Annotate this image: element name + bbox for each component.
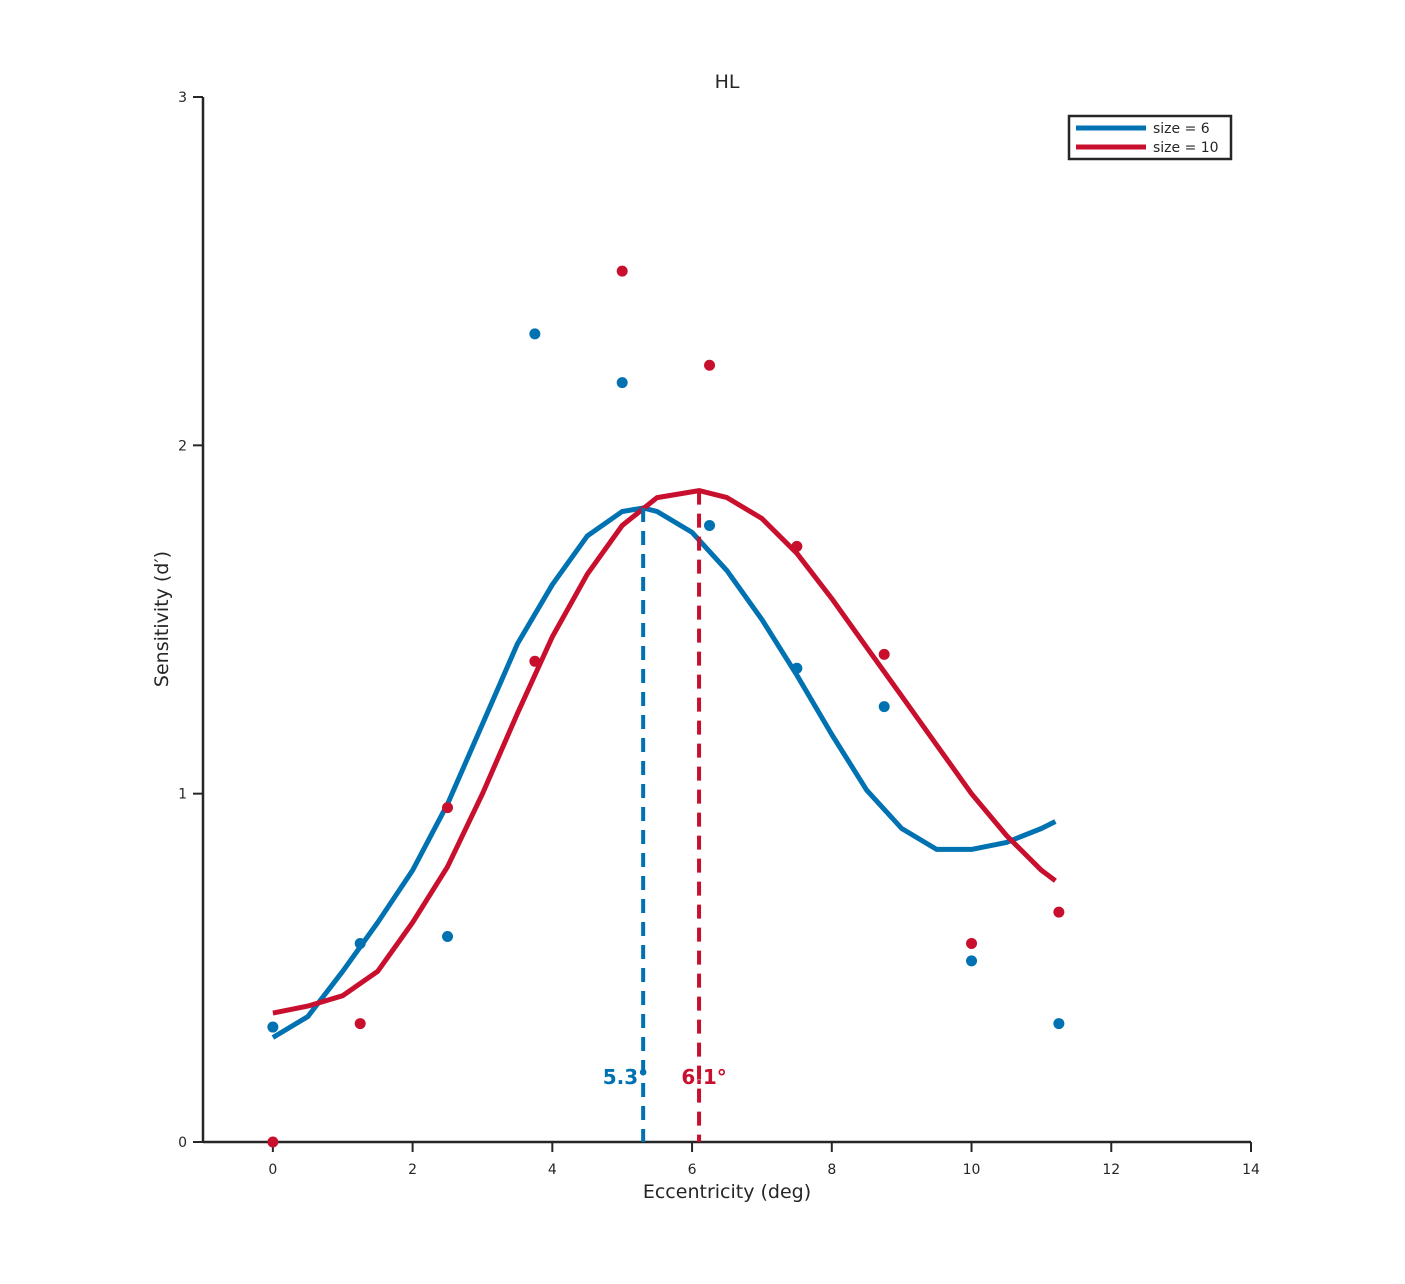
data-point-series-2 (354, 1018, 366, 1030)
data-point-series-2 (442, 802, 454, 814)
peak-label-series-2: 6.1° (681, 1065, 726, 1089)
x-tick-label: 6 (688, 1162, 697, 1178)
x-tick-label: 8 (827, 1162, 836, 1178)
fit-lines (271, 488, 1057, 1040)
y-tick-label: 2 (178, 438, 187, 454)
data-point-series-1 (267, 1021, 279, 1033)
data-point-series-1 (529, 328, 541, 340)
data-point-series-1 (966, 955, 978, 967)
legend-box (1067, 114, 1233, 161)
data-point-series-2 (878, 648, 890, 660)
data-point-series-1 (704, 519, 716, 531)
data-point-series-2 (704, 359, 716, 371)
data-point-series-2 (616, 265, 628, 277)
legend-label-series-1: size = 6 (1153, 121, 1210, 137)
data-point-series-2 (1053, 906, 1065, 918)
data-point-series-1 (1053, 1018, 1065, 1030)
x-tick-label: 14 (1242, 1162, 1260, 1178)
data-point-series-1 (354, 937, 366, 949)
legend: size = 6 size = 10 (1067, 114, 1233, 161)
data-point-series-1 (791, 662, 803, 674)
data-point-series-2 (529, 655, 541, 667)
y-tick-label: 1 (178, 787, 187, 803)
data-points (267, 265, 1065, 1148)
x-tick-label: 4 (548, 1162, 557, 1178)
y-tick-label: 3 (178, 90, 187, 106)
legend-label-series-2: size = 10 (1153, 140, 1219, 156)
fit-line-series-2 (272, 488, 1057, 1016)
x-tick-label: 12 (1102, 1162, 1120, 1178)
fit-line-series-1 (271, 505, 1057, 1040)
y-tick-label: 0 (178, 1135, 187, 1151)
data-point-series-1 (878, 701, 890, 713)
x-tick-label: 0 (268, 1162, 277, 1178)
peak-label-series-1: 5.3° (603, 1065, 648, 1089)
data-point-series-2 (791, 540, 803, 552)
chart-title: HL (715, 71, 740, 93)
x-tick-label: 10 (963, 1162, 981, 1178)
data-point-series-1 (442, 930, 454, 942)
data-point-series-2 (966, 937, 978, 949)
data-point-series-1 (616, 377, 628, 389)
y-axis-label: Sensitivity (d′) (151, 551, 173, 687)
data-point-series-2 (267, 1136, 279, 1148)
x-tick-label: 2 (408, 1162, 417, 1178)
peak-markers: 5.3° 6.1° (603, 490, 727, 1142)
x-axis-label: Eccentricity (deg) (643, 1181, 811, 1203)
